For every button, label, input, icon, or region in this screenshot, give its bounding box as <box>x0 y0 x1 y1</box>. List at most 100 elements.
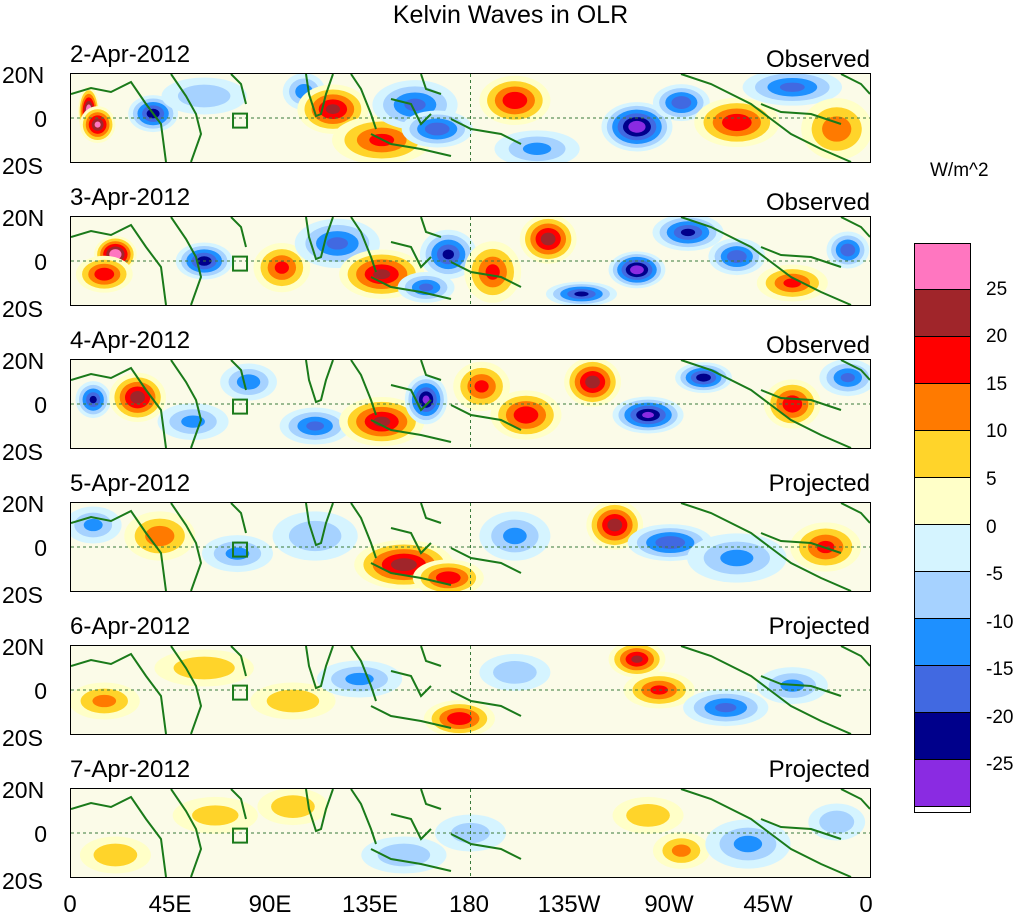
anomaly-contour <box>93 843 138 867</box>
coastline <box>390 241 432 269</box>
coastline <box>840 789 870 810</box>
coastline <box>390 384 432 412</box>
coastline <box>420 74 442 95</box>
anomaly-contour <box>391 558 417 571</box>
coastline <box>840 360 870 381</box>
anomaly-contour <box>326 237 348 250</box>
panel-4-lat-0: 0 <box>34 535 47 561</box>
anomaly-contour <box>145 525 175 547</box>
anomaly-contour <box>715 702 737 713</box>
coastline <box>680 360 852 448</box>
coastline <box>350 74 377 130</box>
coastline <box>680 789 852 877</box>
lon-tick-90e: 90E <box>248 891 292 918</box>
panel-2-date: 3-Apr-2012 <box>70 184 191 211</box>
coastline <box>305 74 334 118</box>
coastline <box>420 217 442 238</box>
anomaly-contour <box>626 804 670 827</box>
panel-2-map <box>70 216 871 306</box>
colorbar-label-10: 10 <box>986 421 1008 442</box>
anomaly-contour <box>493 661 537 684</box>
colorbar-label-0: 0 <box>986 517 997 538</box>
olr-map-svg <box>71 503 870 591</box>
panel-6-date: 7-Apr-2012 <box>70 756 191 783</box>
lon-tick-90w: 90W <box>644 891 694 918</box>
olr-map-svg <box>71 217 870 305</box>
lon-tick-180: 180 <box>448 891 490 918</box>
anomaly-contour <box>819 810 855 834</box>
anomaly-contour <box>274 261 289 274</box>
coastline <box>760 532 842 554</box>
coastline <box>305 789 334 833</box>
coastline <box>450 118 522 145</box>
anomaly-contour <box>631 655 643 663</box>
coastline <box>350 217 377 273</box>
anomaly-contour <box>435 571 461 585</box>
colorbar-label-5: 5 <box>986 469 997 490</box>
coastline <box>450 404 522 431</box>
anomaly-contour <box>522 142 552 155</box>
anomaly-contour <box>840 243 856 257</box>
coastline <box>170 217 203 305</box>
island-outline <box>232 255 249 272</box>
coastline <box>420 503 442 524</box>
anomaly-contour <box>733 835 763 853</box>
anomaly-contour <box>377 843 431 867</box>
colorbar-box <box>914 431 970 478</box>
coastline <box>420 646 442 667</box>
anomaly-contour <box>422 395 430 404</box>
lon-tick-135e: 135E <box>341 891 399 918</box>
coastline <box>350 646 377 702</box>
anomaly-contour <box>325 104 340 115</box>
lon-tick-0: 0 <box>63 891 77 918</box>
panel-6-lat-20s: 20S <box>2 868 43 894</box>
olr-map-svg <box>71 646 870 734</box>
panel-1-map <box>70 73 871 163</box>
anomaly-contour <box>642 411 654 419</box>
anomaly-contour <box>628 120 646 133</box>
coastline <box>390 98 432 126</box>
island-outline <box>232 827 249 844</box>
coastline <box>450 547 522 574</box>
coastline <box>840 503 870 524</box>
anomaly-contour <box>503 527 527 545</box>
panel-1-date: 2-Apr-2012 <box>70 41 191 68</box>
coastline <box>305 646 334 690</box>
coastline <box>760 675 842 697</box>
coastline <box>170 360 203 448</box>
anomaly-contour <box>92 694 117 708</box>
anomaly-contour <box>671 844 691 857</box>
anomaly-contour <box>607 518 623 532</box>
coastline <box>170 74 203 162</box>
coastline <box>350 360 377 416</box>
panel-2-status: Observed <box>765 189 870 216</box>
coastline <box>370 276 452 300</box>
panel-1-status: Observed <box>765 46 870 73</box>
anomaly-contour <box>288 520 342 552</box>
anomaly-contour <box>585 375 600 389</box>
coastline <box>450 833 522 860</box>
colorbar-box <box>914 290 970 337</box>
coastline <box>760 818 842 840</box>
panel-5-lat-20s: 20S <box>2 725 43 751</box>
coastline <box>230 360 247 391</box>
colorbar-label-m5: -5 <box>986 564 1003 585</box>
anomaly-contour <box>671 96 692 110</box>
panel-3-lat-20n: 20N <box>2 348 45 374</box>
anomaly-contour <box>502 91 528 109</box>
coastline <box>71 509 167 591</box>
coastline <box>760 246 842 268</box>
panel-4-map <box>70 502 871 592</box>
colorbar-label-m20: -20 <box>986 707 1014 728</box>
colorbar-label-25: 25 <box>986 279 1008 300</box>
anomaly-contour <box>373 269 391 280</box>
coastline <box>420 789 442 810</box>
lon-tick-45e: 45E <box>148 891 192 918</box>
island-outline <box>232 112 249 129</box>
colorbar-box <box>914 666 970 713</box>
anomaly-contour <box>474 380 489 393</box>
coastline <box>230 646 247 677</box>
colorbar-box <box>914 384 970 431</box>
colorbar-unit: W/m^2 <box>930 160 989 181</box>
anomaly-contour <box>513 406 539 424</box>
